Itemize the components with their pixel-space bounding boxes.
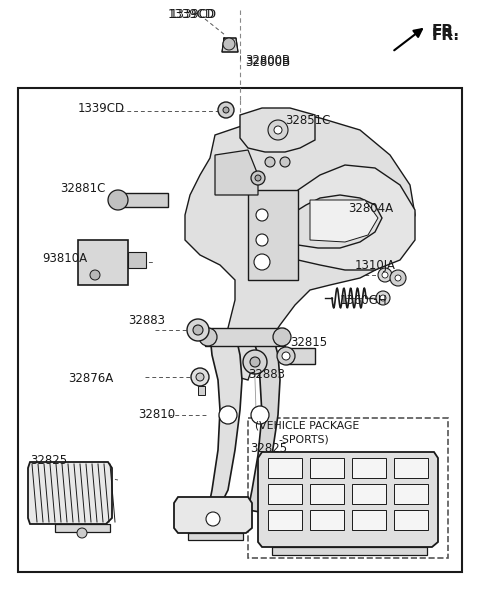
Bar <box>78 240 128 285</box>
Circle shape <box>382 272 388 278</box>
Polygon shape <box>310 200 378 242</box>
Text: 32800B: 32800B <box>245 54 290 68</box>
Circle shape <box>376 291 390 305</box>
Polygon shape <box>248 332 280 512</box>
Text: 1339CD: 1339CD <box>170 8 217 22</box>
Bar <box>128 252 146 268</box>
Circle shape <box>218 102 234 118</box>
Text: FR.: FR. <box>432 27 460 42</box>
Circle shape <box>390 270 406 286</box>
Bar <box>352 458 386 478</box>
Polygon shape <box>28 462 112 524</box>
Circle shape <box>254 254 270 270</box>
Bar <box>188 533 243 540</box>
Circle shape <box>282 352 290 360</box>
Circle shape <box>77 528 87 538</box>
Text: 32804A: 32804A <box>348 201 393 215</box>
Polygon shape <box>208 332 242 510</box>
Text: 32815: 32815 <box>290 336 327 348</box>
Circle shape <box>196 373 204 381</box>
Bar <box>394 484 428 504</box>
Text: FR.: FR. <box>432 24 460 39</box>
Bar <box>310 510 344 530</box>
Text: 1360GH: 1360GH <box>340 293 388 307</box>
Circle shape <box>251 171 265 185</box>
Bar <box>205 328 285 346</box>
Circle shape <box>395 275 401 281</box>
Circle shape <box>256 209 268 221</box>
Polygon shape <box>298 165 415 270</box>
Circle shape <box>378 268 392 282</box>
Text: 32825: 32825 <box>250 442 287 454</box>
Circle shape <box>268 120 288 140</box>
Bar <box>55 524 110 532</box>
Bar <box>268 510 302 530</box>
Circle shape <box>199 328 217 346</box>
Bar <box>268 458 302 478</box>
Text: 1339CD: 1339CD <box>78 102 125 114</box>
Circle shape <box>193 325 203 335</box>
Polygon shape <box>118 193 168 207</box>
Circle shape <box>274 126 282 134</box>
Circle shape <box>243 350 267 374</box>
Circle shape <box>255 175 261 181</box>
Bar <box>394 510 428 530</box>
Polygon shape <box>248 190 298 280</box>
Polygon shape <box>185 112 415 380</box>
Polygon shape <box>174 497 252 533</box>
Text: (VEHICLE PACKAGE: (VEHICLE PACKAGE <box>255 421 359 431</box>
Circle shape <box>273 328 291 346</box>
Circle shape <box>108 190 128 210</box>
Bar <box>352 484 386 504</box>
Bar <box>352 510 386 530</box>
Circle shape <box>219 406 237 424</box>
Bar <box>268 484 302 504</box>
Bar <box>310 484 344 504</box>
Circle shape <box>223 38 235 50</box>
Polygon shape <box>198 386 205 395</box>
Text: 32825: 32825 <box>30 454 67 466</box>
Circle shape <box>250 357 260 367</box>
Polygon shape <box>258 452 438 547</box>
Text: 32883: 32883 <box>248 367 285 381</box>
Circle shape <box>380 295 386 301</box>
Text: 32810: 32810 <box>138 408 175 422</box>
Circle shape <box>90 270 100 280</box>
Text: 93810A: 93810A <box>42 252 87 264</box>
Circle shape <box>223 107 229 113</box>
Text: 32800B: 32800B <box>245 56 290 68</box>
Bar <box>272 547 427 555</box>
Polygon shape <box>215 150 258 195</box>
Bar <box>394 458 428 478</box>
Text: 1339CD: 1339CD <box>168 7 215 21</box>
Polygon shape <box>240 108 315 152</box>
Circle shape <box>191 368 209 386</box>
Text: 1310JA: 1310JA <box>355 258 396 272</box>
Text: 32851C: 32851C <box>285 114 330 126</box>
Text: -SPORTS): -SPORTS) <box>278 435 329 445</box>
Bar <box>310 458 344 478</box>
Text: 32876A: 32876A <box>68 371 113 385</box>
Bar <box>248 418 448 558</box>
Circle shape <box>206 512 220 526</box>
Bar <box>18 88 462 572</box>
Circle shape <box>280 157 290 167</box>
Text: 32883: 32883 <box>128 313 165 327</box>
Circle shape <box>251 406 269 424</box>
Circle shape <box>187 319 209 341</box>
Bar <box>285 348 315 364</box>
Circle shape <box>277 347 295 365</box>
Circle shape <box>265 157 275 167</box>
Polygon shape <box>222 38 238 52</box>
Text: 32881C: 32881C <box>60 182 106 194</box>
Circle shape <box>256 234 268 246</box>
